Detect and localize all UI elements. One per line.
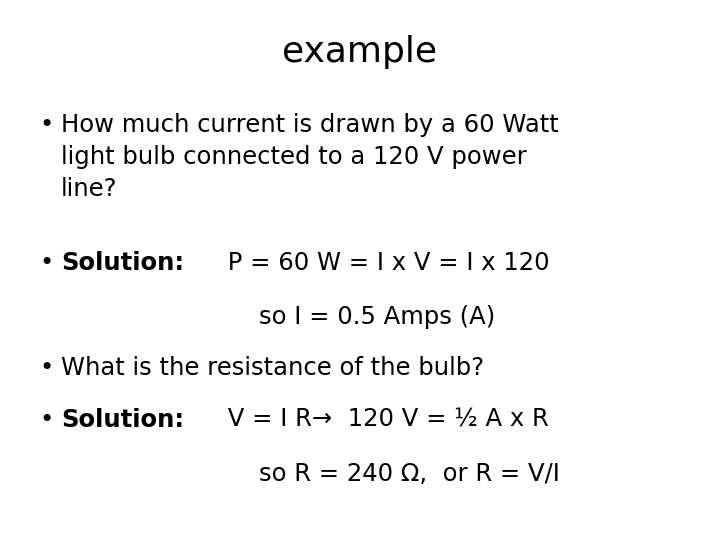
Text: How much current is drawn by a 60 Watt
light bulb connected to a 120 V power
lin: How much current is drawn by a 60 Watt l…	[61, 113, 559, 200]
Text: Solution:: Solution:	[61, 251, 184, 275]
Text: so I = 0.5 Amps (A): so I = 0.5 Amps (A)	[259, 305, 495, 329]
Text: so R = 240 Ω,  or R = V/I: so R = 240 Ω, or R = V/I	[259, 462, 560, 485]
Text: •: •	[40, 356, 54, 380]
Text: Solution:: Solution:	[61, 408, 184, 431]
Text: •: •	[40, 251, 54, 275]
Text: •: •	[40, 408, 54, 431]
Text: •: •	[40, 113, 54, 137]
Text: P = 60 W = I x V = I x 120: P = 60 W = I x V = I x 120	[220, 251, 549, 275]
Text: What is the resistance of the bulb?: What is the resistance of the bulb?	[61, 356, 485, 380]
Text: example: example	[282, 35, 438, 69]
Text: V = I R→  120 V = ½ A x R: V = I R→ 120 V = ½ A x R	[220, 408, 549, 431]
